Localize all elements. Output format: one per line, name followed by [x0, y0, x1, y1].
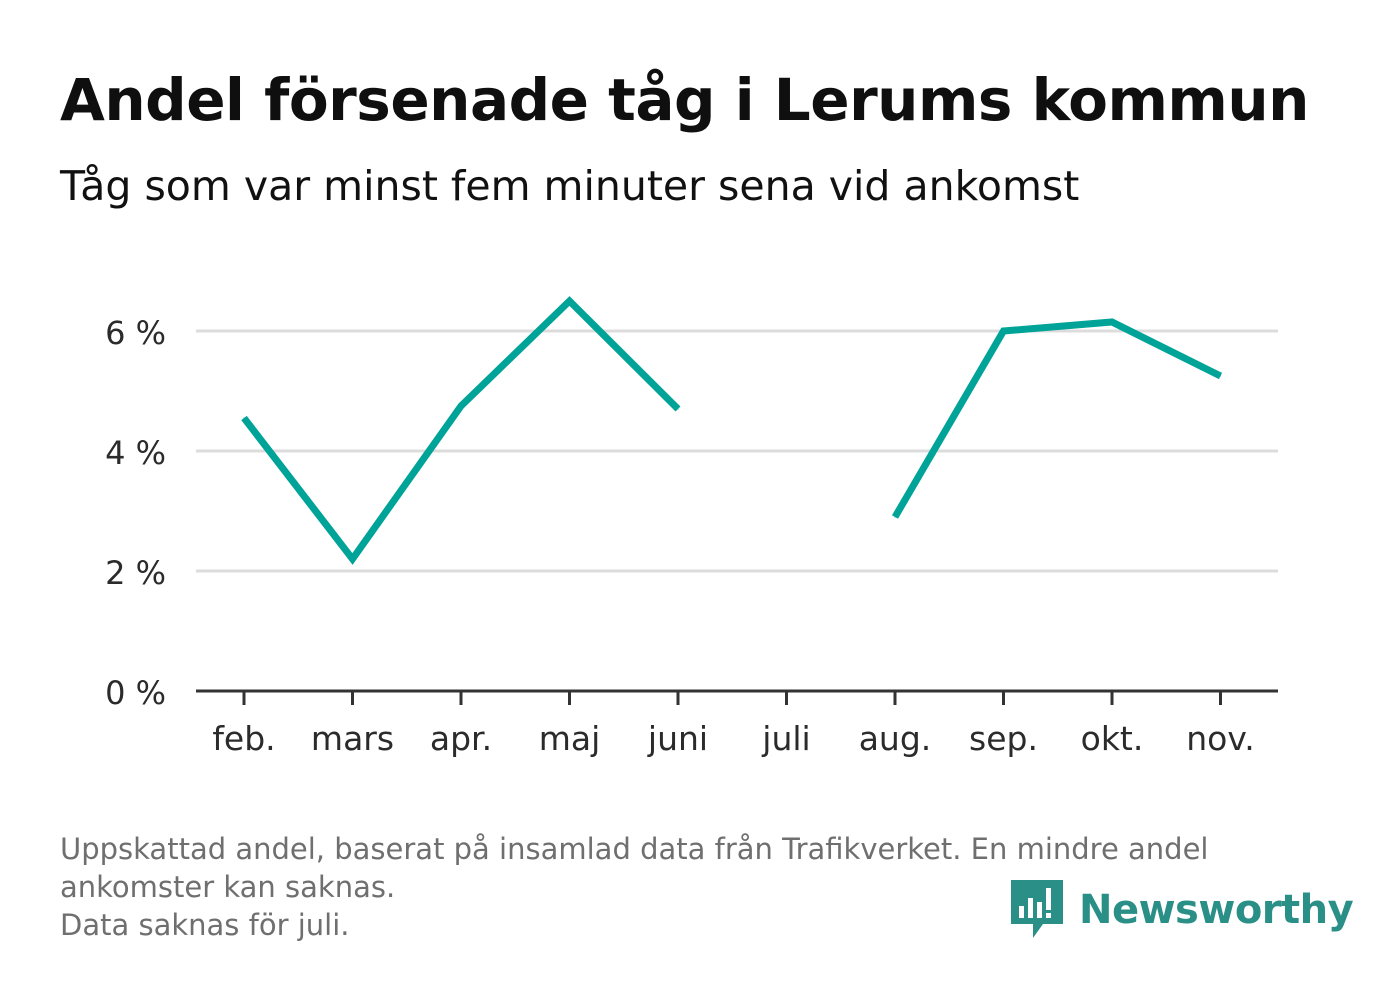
footnote-line-2: ankomster kan saknas.	[60, 870, 396, 904]
y-tick-label: 0 %	[105, 674, 166, 712]
data-point-nov.	[1220, 375, 1221, 377]
y-tick-label: 4 %	[105, 434, 166, 472]
x-tick-label: okt.	[1081, 719, 1144, 758]
series-line-segment-2	[891, 318, 1223, 519]
brand-name: Newsworthy	[1079, 887, 1354, 933]
grid-lines	[196, 329, 1278, 573]
x-tick-label: aug.	[859, 719, 932, 758]
data-point-mars	[352, 558, 353, 560]
x-tick-label: apr.	[430, 719, 492, 758]
x-tick-label: feb.	[212, 719, 275, 758]
data-series	[241, 296, 1223, 565]
y-tick-label: 6 %	[105, 314, 166, 352]
footnote: Uppskattad andel, baserat på insamlad da…	[60, 830, 1320, 944]
chart-subtitle: Tåg som var minst fem minuter sena vid a…	[60, 162, 1080, 210]
x-tick-label: mars	[311, 719, 394, 758]
footnote-line-1: Uppskattad andel, baserat på insamlad da…	[60, 832, 1209, 866]
x-tick-label: juli	[761, 719, 810, 758]
data-point-juni	[677, 408, 679, 410]
x-tick-label: sep.	[969, 719, 1038, 758]
newsworthy-logo-icon	[1011, 880, 1063, 938]
x-tick-label: nov.	[1186, 719, 1255, 758]
footnote-line-3: Data saknas för juli.	[60, 908, 350, 942]
chart-title: Andel försenade tåg i Lerums kommun	[60, 66, 1309, 134]
data-point-aug.	[894, 516, 896, 518]
x-tick-label: maj	[539, 719, 601, 758]
data-point-apr.	[460, 405, 462, 407]
series-line-segment-1	[241, 296, 681, 565]
data-point-feb.	[243, 417, 245, 419]
x-axis	[196, 689, 1278, 705]
x-tick-label: juni	[647, 719, 708, 758]
data-point-maj	[569, 300, 570, 302]
data-point-okt.	[1111, 321, 1113, 323]
brand-logo: Newsworthy	[1011, 880, 1354, 940]
axis-labels: 0 % 2 % 4 % 6 % feb. mars apr. maj juni juli aug. s…	[105, 314, 1255, 758]
y-tick-label: 2 %	[105, 554, 166, 592]
data-point-sep.	[1003, 330, 1004, 332]
